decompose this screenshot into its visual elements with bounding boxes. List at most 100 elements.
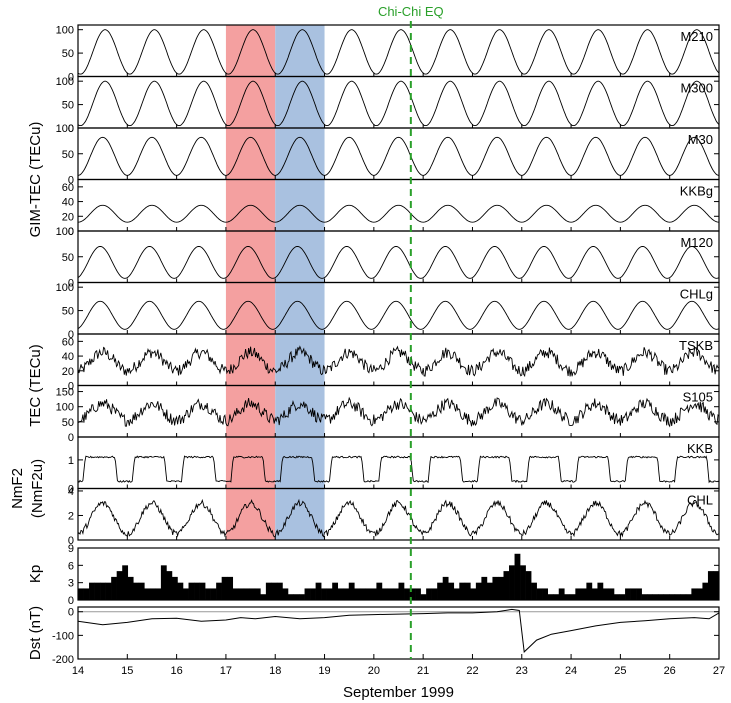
xtick-label-18: 18 [269, 665, 281, 677]
nmf2-title: NmF2 [9, 468, 26, 509]
kp-bar [630, 588, 637, 600]
tskb-ytick-label-3: 60 [62, 336, 74, 348]
panel-frame-dst [77, 606, 720, 660]
kkbg-ytick-label-0: 0 [68, 226, 74, 238]
kp-bar [464, 582, 471, 600]
kp-bar [553, 594, 560, 600]
kp-bar [315, 582, 322, 600]
kp-bar [254, 588, 261, 600]
series-line-m30 [77, 136, 720, 176]
kp-bar [194, 582, 200, 600]
m210-ytick-label-1: 50 [62, 48, 74, 60]
series-line-s105 [77, 396, 720, 428]
dst-line [77, 608, 720, 653]
series-line-kkbg [77, 204, 720, 223]
kp-bar [707, 571, 714, 600]
kp-bar [332, 582, 339, 600]
kp-bar [442, 576, 449, 600]
xtick-label-16: 16 [170, 665, 182, 677]
kp-bar [658, 594, 665, 600]
kp-bar [249, 588, 256, 600]
kp-bar [431, 588, 438, 600]
kp-bar [111, 576, 117, 600]
kp-bar [669, 594, 676, 600]
panel-frame-kp [77, 547, 720, 601]
panel-frame-chl [77, 487, 720, 541]
nmf2-unit-title: (NmF2u) [29, 459, 46, 518]
kp-bar [448, 582, 455, 600]
kp-bar [343, 588, 350, 600]
kp-bar [652, 594, 659, 600]
kkb-ytick-label-0: 0 [68, 484, 74, 496]
s105-ytick-label-1: 50 [62, 417, 74, 429]
kp-bar [586, 582, 593, 600]
m120-ytick-label-1: 50 [62, 252, 74, 264]
panel-label-m120: M120 [680, 235, 713, 250]
kp-bar [370, 588, 377, 600]
kp-bar [713, 571, 720, 600]
m210-ytick-label-2: 100 [56, 25, 74, 37]
m30-ytick-label-2: 100 [56, 123, 74, 135]
m300-ytick-label-0: 0 [68, 123, 74, 135]
kp-bar [685, 594, 692, 600]
kp-bar [138, 582, 145, 600]
series-line-chlg [77, 300, 720, 330]
chlg-ytick-label-2: 100 [56, 282, 74, 294]
panel-label-m300: M300 [680, 81, 713, 96]
kp-bar [376, 582, 383, 600]
panel-label-kkbg: KKBg [680, 184, 713, 199]
m300-ytick-label-2: 100 [56, 76, 74, 88]
xtick-label-15: 15 [121, 665, 133, 677]
tskb-ytick-label-1: 20 [62, 366, 74, 378]
panel-frame-s105 [77, 384, 720, 438]
x-axis: September 1999 14 15 16 17 18 19 20 21 22 23 24 25 2… [72, 654, 725, 701]
kp-bar [486, 582, 493, 600]
xtick-label-22: 22 [466, 665, 478, 677]
series-line-kkb [77, 455, 720, 484]
kp-bar [354, 588, 361, 600]
kp-bar [216, 582, 222, 600]
kp-bar [509, 565, 515, 600]
s105-ytick-label-0: 0 [68, 432, 74, 444]
kp-bar [271, 582, 278, 600]
xtick-label-23: 23 [516, 665, 528, 677]
kp-bar [453, 588, 460, 600]
kp-bar [696, 588, 703, 600]
kp-bar [160, 565, 167, 600]
tec-title: TEC (TECu) [27, 344, 44, 427]
kp-bar [591, 588, 598, 600]
kp-bar [503, 571, 510, 600]
chl-ytick-label-1: 2 [68, 510, 74, 522]
xtick-label-25: 25 [614, 665, 626, 677]
kp-bar [575, 588, 582, 600]
kp-bar [415, 588, 421, 600]
kkb-ytick-label-1: 1 [68, 455, 74, 467]
m210-ytick-label-0: 0 [68, 72, 74, 84]
kp-bar [542, 588, 548, 600]
kp-ytick-label-1: 3 [68, 578, 74, 590]
kp-bar [182, 588, 189, 600]
kp-bar [387, 588, 394, 600]
kp-bar [547, 594, 554, 600]
xtick-label-14: 14 [72, 665, 84, 677]
kp-bar [614, 594, 620, 600]
panel-frame-m300 [77, 75, 720, 129]
series-line-tskb [77, 345, 720, 378]
s105-ytick-label-3: 150 [56, 387, 74, 399]
panel-label-chlg: CHLg [680, 287, 713, 302]
xtick-label-19: 19 [318, 665, 330, 677]
x-axis-title: September 1999 [343, 684, 454, 701]
kp-bar [337, 588, 344, 600]
dst-ytick-label-2: 0 [68, 607, 74, 619]
panel-chl: 0 2 4 CHL [68, 486, 720, 547]
xtick-label-17: 17 [220, 665, 232, 677]
panel-kkbg: 0 20 40 60 KKBg [62, 178, 720, 238]
kp-bar [221, 576, 228, 600]
kp-ytick-label-3: 9 [68, 543, 74, 555]
kp-bar [133, 582, 140, 600]
kkbg-ytick-label-1: 20 [62, 211, 74, 223]
m300-ytick-label-1: 50 [62, 100, 74, 112]
kp-bar [381, 588, 388, 600]
kp-bar [326, 588, 333, 600]
